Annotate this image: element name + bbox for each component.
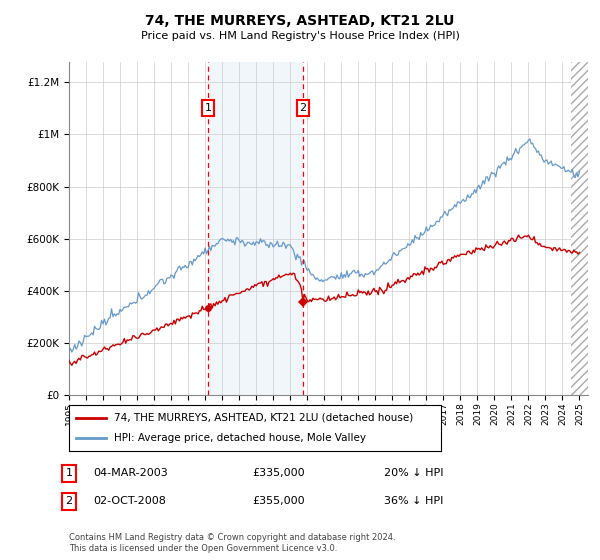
Bar <box>571 62 588 395</box>
Bar <box>208 62 303 395</box>
Text: Contains HM Land Registry data © Crown copyright and database right 2024.
This d: Contains HM Land Registry data © Crown c… <box>69 533 395 553</box>
Text: 04-MAR-2003: 04-MAR-2003 <box>93 468 168 478</box>
Text: 74, THE MURREYS, ASHTEAD, KT21 2LU (detached house): 74, THE MURREYS, ASHTEAD, KT21 2LU (deta… <box>113 413 413 423</box>
Text: 36% ↓ HPI: 36% ↓ HPI <box>384 496 443 506</box>
Text: 74, THE MURREYS, ASHTEAD, KT21 2LU: 74, THE MURREYS, ASHTEAD, KT21 2LU <box>145 14 455 28</box>
Text: 1: 1 <box>205 103 212 113</box>
Text: 02-OCT-2008: 02-OCT-2008 <box>93 496 166 506</box>
Text: HPI: Average price, detached house, Mole Valley: HPI: Average price, detached house, Mole… <box>113 433 365 443</box>
Text: 2: 2 <box>299 103 307 113</box>
Text: £355,000: £355,000 <box>252 496 305 506</box>
Text: 1: 1 <box>65 468 73 478</box>
Polygon shape <box>571 62 588 395</box>
Text: 2: 2 <box>65 496 73 506</box>
Text: 20% ↓ HPI: 20% ↓ HPI <box>384 468 443 478</box>
Text: £335,000: £335,000 <box>252 468 305 478</box>
Text: Price paid vs. HM Land Registry's House Price Index (HPI): Price paid vs. HM Land Registry's House … <box>140 31 460 41</box>
